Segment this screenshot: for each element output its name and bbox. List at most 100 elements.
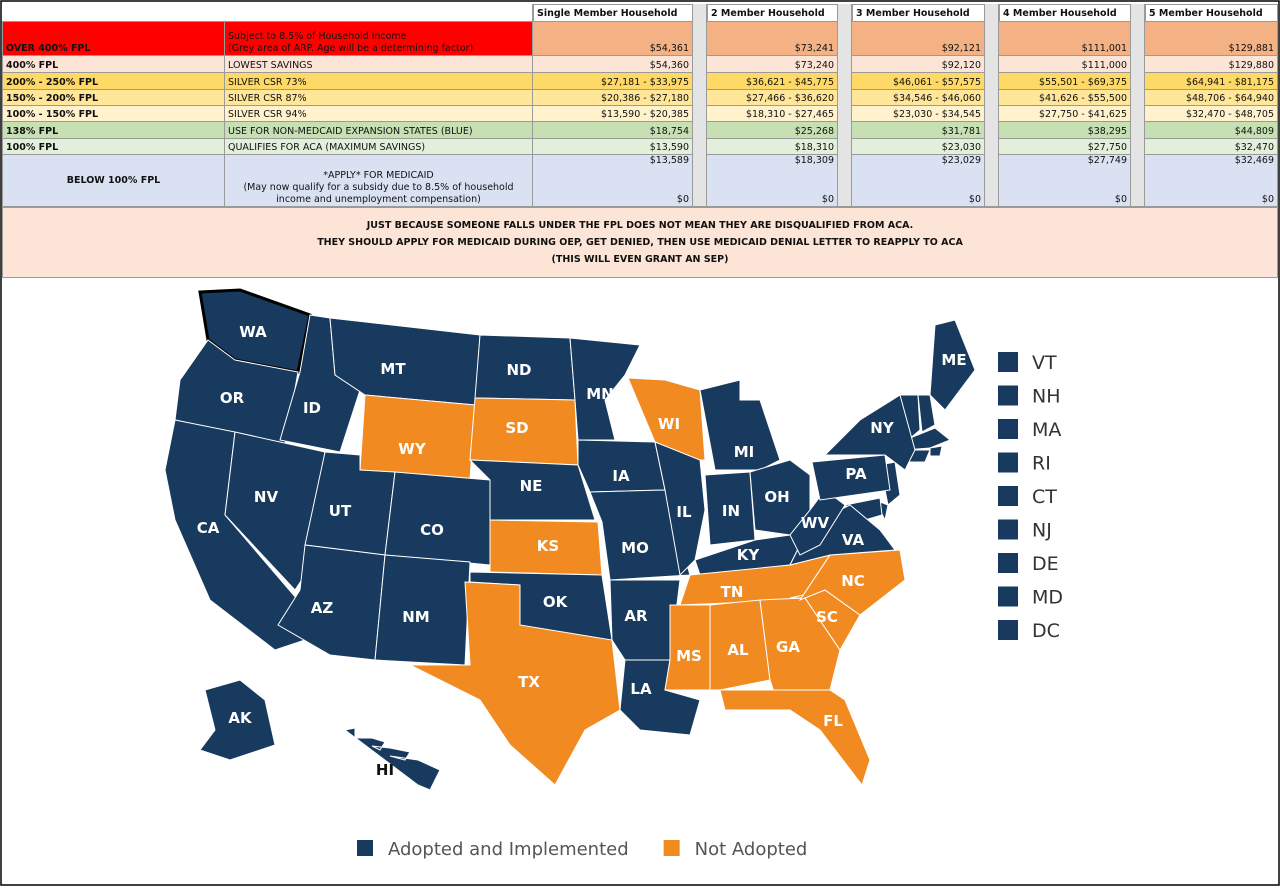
- description-line: (Grey area of ARP. Age will be a determi…: [228, 43, 474, 54]
- value: $13,589: [649, 155, 689, 166]
- state-label: MS: [676, 647, 702, 665]
- value-cell: $13,590: [533, 139, 693, 155]
- column-header: 2 Member Household: [707, 4, 838, 22]
- state-shape: [699, 379, 781, 471]
- value-cell: $27,750: [999, 139, 1131, 155]
- row-label: 138% FPL: [2, 122, 225, 139]
- state-label: OH: [764, 488, 789, 506]
- value-cell: $18,310: [707, 139, 838, 155]
- description-line: (May now qualify for a subsidy due to 8.…: [243, 182, 514, 193]
- legend-swatch: [357, 840, 373, 856]
- state-shape: [589, 489, 691, 581]
- value-cell: $18,309 $0: [707, 155, 838, 207]
- value: $32,470: [1234, 142, 1274, 153]
- state-shape: [709, 599, 771, 691]
- description-line: SILVER CSR 73%: [228, 77, 307, 88]
- state-label: SD: [505, 419, 528, 437]
- row-description: SILVER CSR 87%: [225, 90, 533, 106]
- legend-swatch: [998, 385, 1018, 406]
- value: $64,941 - $81,175: [1185, 77, 1274, 88]
- state-label: LA: [630, 680, 652, 698]
- row-description: SILVER CSR 94%: [225, 106, 533, 122]
- state-label: KY: [737, 546, 761, 564]
- value: $13,590 - $20,385: [600, 109, 689, 120]
- state-label: UT: [329, 502, 352, 520]
- state-label: MN: [586, 385, 613, 403]
- state-label: IN: [722, 502, 740, 520]
- row-description: *APPLY* FOR MEDICAID (May now qualify for…: [225, 155, 533, 207]
- header-blank: [2, 4, 533, 22]
- value: $44,809: [1234, 126, 1274, 137]
- value: $34,546 - $46,060: [892, 93, 981, 104]
- value: $92,121: [941, 43, 981, 54]
- value: $23,030 - $34,545: [892, 109, 981, 120]
- row-label: 150% - 200% FPL: [2, 90, 225, 106]
- value: $92,120: [941, 60, 981, 71]
- value-cell: $129,880: [1145, 56, 1278, 73]
- description-line: Subject to 8.5% of Household income: [228, 31, 407, 42]
- state-label: OR: [220, 389, 245, 407]
- state-label: GA: [776, 638, 800, 656]
- state-label: IL: [676, 503, 692, 521]
- row-label: 100% FPL: [2, 139, 225, 155]
- value-cell: $32,469 $0: [1145, 155, 1278, 207]
- gap-column: [838, 4, 852, 207]
- row-label: 200% - 250% FPL: [2, 73, 225, 90]
- state-label: MT: [380, 360, 406, 378]
- value: $54,360: [649, 60, 689, 71]
- description-line: LOWEST SAVINGS: [228, 60, 313, 71]
- value: $27,750: [1087, 142, 1127, 153]
- state-label: MO: [621, 539, 649, 557]
- state-label: KS: [537, 537, 559, 555]
- state-label: NC: [841, 572, 865, 590]
- description-line: QUALIFIES FOR ACA (MAXIMUM SAVINGS): [228, 142, 426, 153]
- legend-state: MD: [1032, 587, 1063, 609]
- state-label: NE: [520, 477, 543, 495]
- state-label: AK: [228, 709, 253, 727]
- value-cell: $38,295: [999, 122, 1131, 139]
- value-cell: $41,626 - $55,500: [999, 90, 1131, 106]
- state-shape: [359, 394, 476, 481]
- value: $31,781: [941, 126, 981, 137]
- value-cell: $27,750 - $41,625: [999, 106, 1131, 122]
- value: $0: [968, 194, 981, 205]
- state-shape: [823, 394, 916, 471]
- state-label: WY: [398, 440, 427, 458]
- legend-state: NH: [1032, 386, 1061, 408]
- description-line: *APPLY* FOR MEDICAID: [323, 170, 434, 181]
- value-cell: $64,941 - $81,175: [1145, 73, 1278, 90]
- value: $27,749: [1087, 155, 1127, 166]
- state-label: AL: [727, 641, 749, 659]
- legend-swatch: [998, 519, 1018, 540]
- value: $0: [1114, 194, 1127, 205]
- row-description: USE FOR NON-MEDCAID EXPANSION STATES (BL…: [225, 122, 533, 139]
- value: $41,626 - $55,500: [1038, 93, 1127, 104]
- state-label: NV: [254, 488, 279, 506]
- value: $18,309: [794, 155, 834, 166]
- legend-state: RI: [1032, 453, 1051, 475]
- state-shape: [929, 319, 976, 411]
- value: $25,268: [794, 126, 834, 137]
- state-shape: [468, 459, 596, 521]
- value-cell: $129,881: [1145, 22, 1278, 56]
- value-cell: $54,361: [533, 22, 693, 56]
- legend-state: CT: [1032, 486, 1057, 508]
- state-label: AZ: [311, 599, 334, 617]
- value: $0: [1261, 194, 1274, 205]
- state-label: WA: [239, 323, 267, 341]
- state-shape: [789, 489, 846, 556]
- value-cell: $46,061 - $57,575: [852, 73, 985, 90]
- state-label: MI: [734, 443, 755, 461]
- value-cell: $23,029 $0: [852, 155, 985, 207]
- legend-state: VT: [1032, 352, 1057, 374]
- value-cell: $32,470 - $48,705: [1145, 106, 1278, 122]
- value-cell: $34,546 - $46,060: [852, 90, 985, 106]
- small-state-shape: [929, 445, 943, 457]
- description-line: SILVER CSR 87%: [228, 93, 307, 104]
- value-cell: $25,268: [707, 122, 838, 139]
- state-label: NY: [870, 419, 895, 437]
- state-label: PA: [845, 465, 867, 483]
